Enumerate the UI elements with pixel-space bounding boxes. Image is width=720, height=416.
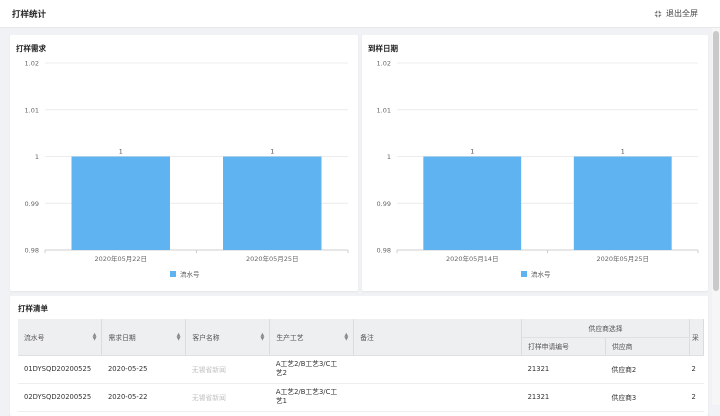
page-title: 打样统计 (12, 10, 47, 20)
list-title: 打样清单 (18, 304, 48, 313)
col-supplier-group: 供应商选择 (521, 319, 690, 338)
scrollbar-thumb[interactable] (713, 31, 719, 291)
y-tick-label: 0.98 (377, 247, 391, 255)
cell-remark (353, 383, 522, 412)
y-tick-label: 0.99 (377, 200, 391, 208)
y-tick-label: 1.01 (25, 106, 39, 114)
y-tick-label: 1.02 (25, 60, 39, 68)
bar (223, 156, 322, 250)
bar-chart-demand: 1.02 1.01 1 0.99 0.98 1 2020年05月22日 1 2020年05月25… (25, 60, 349, 279)
col-serial[interactable]: 流水号 ▲ ▼ (18, 319, 103, 356)
data-label: 1 (119, 149, 123, 156)
y-tick-label: 1 (387, 153, 391, 161)
y-tick-label: 1 (35, 153, 39, 161)
chart-title: 打样需求 (16, 44, 46, 53)
exit-fullscreen-icon (654, 10, 662, 17)
y-tick-label: 0.99 (25, 200, 39, 208)
legend-swatch (521, 271, 527, 277)
cell-apply-no: 21321 (521, 383, 606, 412)
bar-chart-arrival: 1.02 1.01 1 0.99 0.98 1 2020年05月14日 1 2020年05月25… (377, 60, 699, 279)
legend-label: 流水号 (531, 270, 551, 279)
sample-table: 流水号 ▲ ▼ 需求日期 ▲ ▼ 客户名称 ▲ ▼ 生产工艺 ▲ ▼ 备注 供应商选择 采 打样… (18, 319, 705, 412)
col-remark: 备注 (353, 319, 523, 356)
cell-demand-date: 2020-05-22 (101, 383, 186, 412)
cell-supplier: 供应商2 (605, 355, 690, 384)
data-label: 1 (621, 149, 625, 156)
exit-fullscreen-button[interactable]: 退出全屏 (654, 8, 698, 19)
col-apply-no: 打样申请编号 (521, 337, 607, 356)
x-tick-label: 2020年05月22日 (94, 254, 147, 263)
sort-icon[interactable]: ▲ ▼ (344, 331, 349, 342)
col-demand-date[interactable]: 需求日期 ▲ ▼ (101, 319, 187, 356)
chart-title: 到样日期 (368, 44, 398, 53)
sort-icon[interactable]: ▲ ▼ (176, 331, 181, 342)
x-tick-label: 2020年05月14日 (446, 254, 499, 263)
table-row[interactable]: 02DYSQD20200525 2020-05-22 无锡省新闻 A工艺2/B工… (18, 383, 704, 412)
col-extra: 采 (689, 319, 705, 356)
y-tick-label: 0.98 (25, 247, 39, 255)
cell-demand-date: 2020-05-25 (101, 355, 186, 384)
cell-supplier: 供应商3 (605, 383, 690, 412)
cell-apply-no: 21321 (521, 355, 606, 384)
cell-customer: 无锡省新闻 (185, 383, 270, 412)
col-supplier: 供应商 (605, 337, 690, 356)
cell-serial: 01DYSQD20200525 (18, 355, 102, 384)
sort-icon[interactable]: ▲ ▼ (92, 331, 97, 342)
table-row[interactable]: 01DYSQD20200525 2020-05-25 无锡省新闻 A工艺2/B工… (18, 355, 704, 384)
legend-label: 流水号 (180, 270, 200, 279)
cell-extra: 2 (689, 383, 704, 412)
sample-list-card: 打样清单 流水号 ▲ ▼ 需求日期 ▲ ▼ 客户名称 ▲ ▼ 生产工艺 ▲ ▼ 备注 供应商选择… (10, 296, 708, 416)
exit-fullscreen-label: 退出全屏 (666, 9, 698, 18)
bar (71, 156, 170, 250)
y-tick-label: 1.01 (377, 106, 391, 114)
bar (423, 156, 522, 250)
cell-process: A工艺2/B工艺3/C工 艺1 (269, 383, 354, 412)
legend-swatch (170, 271, 176, 277)
x-tick-label: 2020年05月25日 (596, 254, 649, 263)
cell-remark (353, 355, 522, 384)
x-tick-label: 2020年05月25日 (246, 254, 299, 263)
chart-card-arrival: 到样日期 1.02 1.01 1 0.99 0.98 1 2020年05月14日 1 2020年… (362, 35, 708, 291)
cell-process: A工艺2/B工艺3/C工 艺2 (269, 355, 354, 384)
data-label: 1 (470, 149, 474, 156)
cell-serial: 02DYSQD20200525 (18, 383, 102, 412)
sort-icon[interactable]: ▲ ▼ (260, 331, 265, 342)
col-customer[interactable]: 客户名称 ▲ ▼ (185, 319, 271, 356)
top-bar: 打样统计 退出全屏 (0, 0, 720, 28)
cell-customer: 无锡省新闻 (185, 355, 270, 384)
y-tick-label: 1.02 (377, 60, 391, 68)
cell-extra: 2 (689, 355, 704, 384)
page-scrollbar[interactable] (712, 28, 720, 405)
data-label: 1 (270, 149, 274, 156)
chart-card-demand: 打样需求 1.02 1.01 1 0.99 0.98 1 2020年05月22日 1 2020年… (10, 35, 358, 291)
col-process[interactable]: 生产工艺 ▲ ▼ (269, 319, 355, 356)
bar (573, 156, 672, 250)
